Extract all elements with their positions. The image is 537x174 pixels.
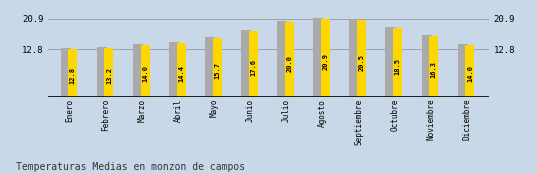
Bar <box>241 30 251 97</box>
Bar <box>141 45 150 97</box>
Bar <box>277 21 287 97</box>
Bar <box>350 19 359 97</box>
Text: 20.9: 20.9 <box>323 53 329 70</box>
Bar <box>169 42 179 97</box>
Text: 14.0: 14.0 <box>142 65 148 82</box>
Text: 20.5: 20.5 <box>359 54 365 71</box>
Bar <box>249 31 258 97</box>
Bar <box>386 27 396 97</box>
Bar <box>213 38 222 97</box>
Bar <box>68 49 77 97</box>
Bar <box>393 28 402 97</box>
Bar <box>105 48 113 97</box>
Text: 14.0: 14.0 <box>467 65 473 82</box>
Text: 12.8: 12.8 <box>70 67 76 84</box>
Text: 20.0: 20.0 <box>286 55 293 72</box>
Text: 15.7: 15.7 <box>214 62 220 79</box>
Bar <box>97 47 107 97</box>
Bar <box>285 22 294 97</box>
Text: 18.5: 18.5 <box>395 58 401 74</box>
Bar <box>357 20 366 97</box>
Bar <box>429 36 438 97</box>
Bar <box>61 48 71 97</box>
Bar <box>466 45 474 97</box>
Bar <box>321 19 330 97</box>
Bar <box>422 35 432 97</box>
Bar <box>458 44 468 97</box>
Text: 16.3: 16.3 <box>431 61 437 78</box>
Text: Temperaturas Medias en monzon de campos: Temperaturas Medias en monzon de campos <box>16 162 245 172</box>
Text: 13.2: 13.2 <box>106 66 112 84</box>
Text: 17.6: 17.6 <box>250 59 256 76</box>
Bar <box>205 37 215 97</box>
Text: 14.4: 14.4 <box>178 65 184 81</box>
Bar <box>177 43 186 97</box>
Bar <box>133 44 143 97</box>
Bar <box>313 18 323 97</box>
